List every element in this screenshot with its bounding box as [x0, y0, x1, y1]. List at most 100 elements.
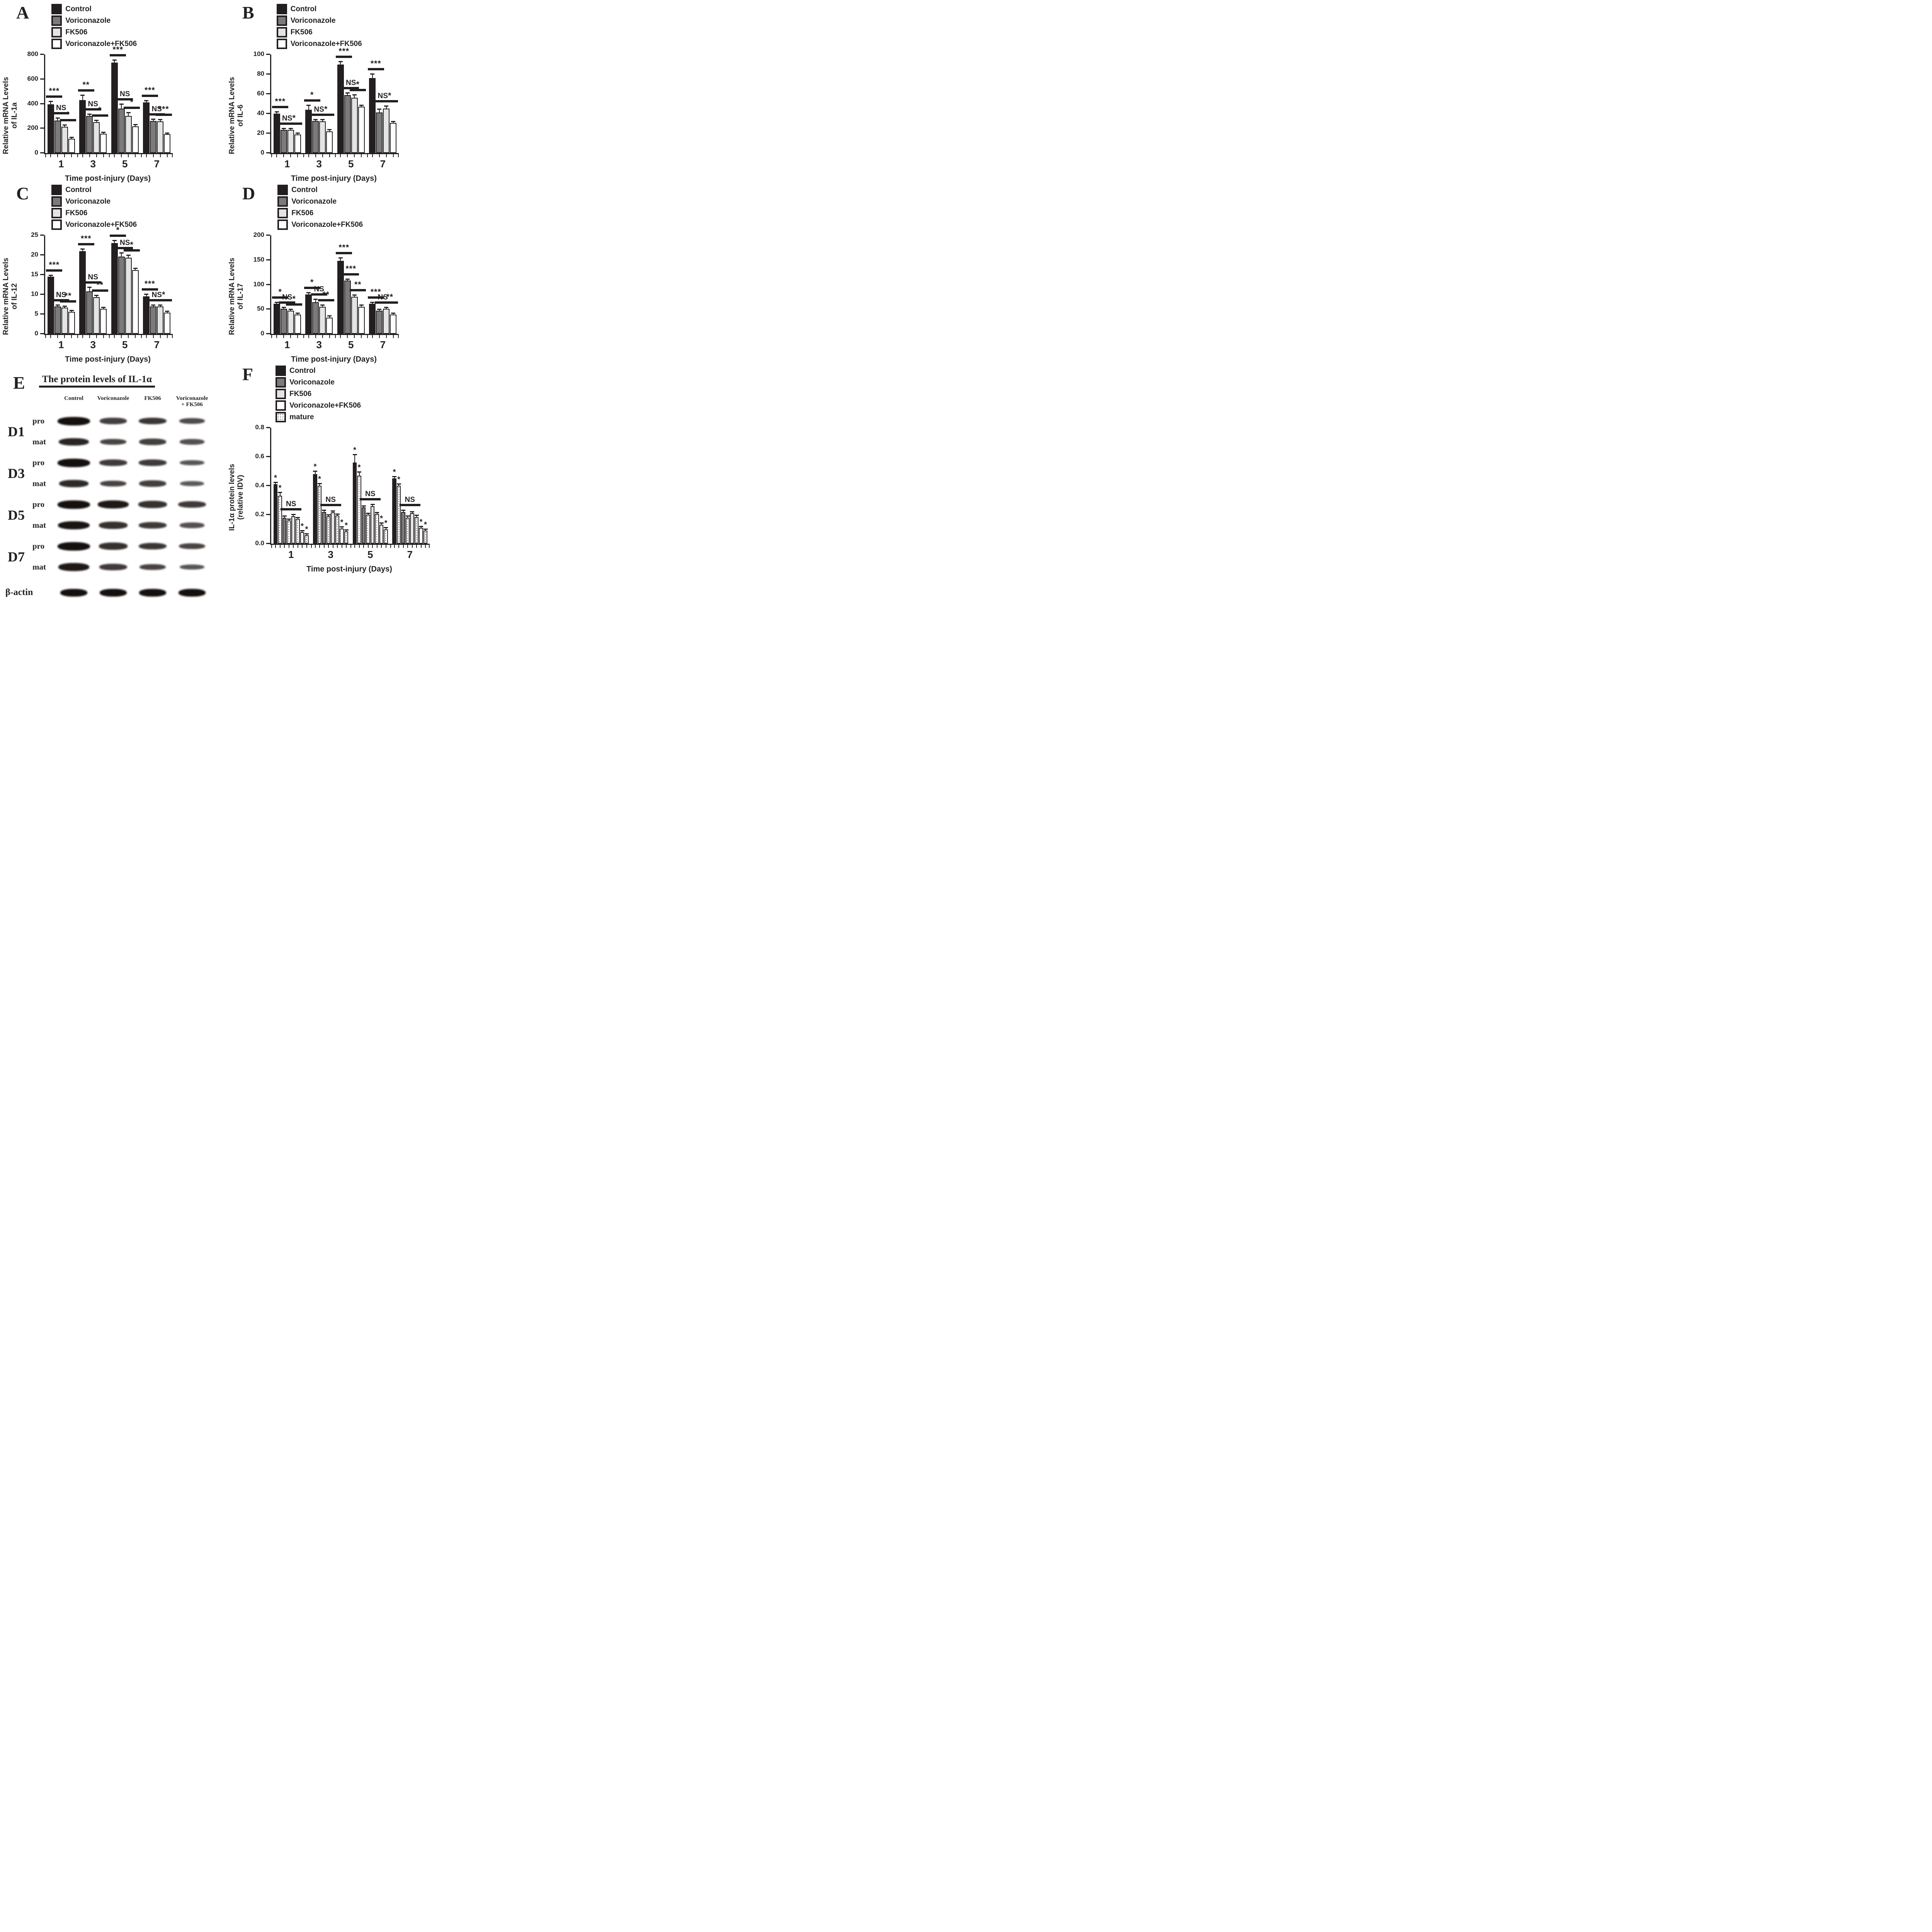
sig-bracket: NS [53, 104, 70, 114]
bar [100, 308, 107, 334]
error-bar [372, 303, 373, 304]
x-tick [361, 335, 362, 338]
x-tick [297, 335, 298, 338]
error-bar [279, 493, 281, 496]
x-tick [386, 154, 387, 157]
blot-day-block: D7 pro mat [5, 539, 228, 575]
x-tick [141, 154, 142, 157]
legend-swatch-icon [277, 196, 288, 207]
y-axis-title: Relative mRNA Levels of IL-17 [228, 235, 245, 357]
error-bar [121, 105, 122, 109]
error-bar-cap [291, 514, 296, 515]
blot-band-row: mat [32, 560, 228, 575]
sig-bracket: * [304, 91, 320, 102]
x-tick [141, 335, 142, 338]
blot-column-label-line: FK506 [144, 395, 161, 401]
x-tick [284, 545, 285, 548]
bar [61, 127, 68, 153]
x-tick [311, 545, 312, 548]
error-bar [386, 107, 387, 109]
error-bar [393, 122, 394, 123]
bar [143, 296, 150, 334]
error-bar-cap [126, 112, 131, 114]
error-bar-cap [352, 454, 357, 456]
chart: IL-1α protein levels (relative IDV) 0.0 0.2… [228, 423, 454, 574]
error-bar [412, 512, 413, 514]
blot-band-row: pro [32, 497, 228, 512]
error-bar [96, 296, 97, 298]
bar [305, 294, 312, 334]
error-bar [315, 300, 316, 303]
error-bar [361, 105, 362, 107]
x-category-label: 7 [380, 339, 386, 350]
bar [405, 517, 410, 544]
x-tick [146, 335, 147, 338]
error-bar [135, 269, 136, 270]
blot-band [99, 543, 128, 550]
x-tick [114, 335, 115, 338]
bar [313, 474, 317, 544]
legend-swatch-icon [51, 219, 62, 230]
bar [369, 78, 376, 153]
bar [369, 304, 376, 334]
bar [296, 519, 300, 544]
blot-title: The protein levels of IL-1α [39, 374, 155, 388]
bar [305, 109, 312, 153]
error-bar-cap [101, 306, 106, 308]
error-bar-cap [405, 515, 410, 517]
y-tick [266, 113, 270, 114]
x-tick [89, 154, 90, 157]
y-tick [266, 514, 270, 515]
legend-swatch-icon [277, 185, 288, 195]
bar [376, 311, 383, 334]
sig-star: * [419, 517, 423, 526]
legend-swatch-icon [51, 208, 62, 218]
sig-bracket: *** [78, 235, 94, 245]
x-category-label: 7 [154, 339, 160, 350]
blot-band [99, 459, 127, 466]
y-tick [40, 333, 44, 334]
y-axis-title: Relative mRNA Levels of IL-1a [2, 54, 19, 176]
x-tick [335, 335, 336, 338]
bar [294, 315, 301, 334]
plot-area: 0.0 0.2 0.4 0.6 0.8 * * * * * * * * * * * * * * * * NS NS NS NS 1… [255, 423, 430, 560]
sig-bracket: * [318, 105, 334, 116]
error-bar [293, 515, 294, 516]
blot-band-row: pro [32, 539, 228, 554]
blot-band [59, 438, 89, 446]
x-axis-title: Time post-injury (Days) [65, 355, 151, 364]
error-bar-cap [62, 305, 67, 307]
x-tick [363, 545, 364, 548]
legend-swatch-icon [277, 219, 288, 230]
x-tick [420, 545, 422, 548]
error-bar-cap [313, 119, 318, 120]
bar [376, 112, 383, 153]
bar [326, 131, 333, 153]
error-bar-cap [80, 94, 85, 96]
sig-bracket: NS [360, 490, 381, 500]
sig-bracket: *** [155, 105, 172, 116]
bar [358, 306, 365, 334]
y-tick-label: 100 [253, 50, 264, 58]
sig-bracket: * [60, 111, 77, 121]
y-tick-label: 0.2 [255, 510, 264, 518]
error-bar-cap [370, 301, 375, 303]
x-tick [302, 545, 303, 548]
error-bar-cap [359, 104, 364, 106]
sig-bracket: NS [85, 100, 101, 111]
error-bar [381, 524, 382, 525]
x-tick [367, 154, 368, 157]
bar [54, 306, 61, 334]
bar [273, 484, 278, 544]
bar [423, 531, 428, 544]
bar [47, 277, 54, 334]
x-tick [121, 335, 122, 338]
bar [401, 512, 405, 544]
x-category-label: 3 [328, 549, 333, 560]
blot-band [100, 439, 126, 445]
legend-item: FK506 [276, 389, 361, 399]
x-category-label: 3 [316, 339, 322, 350]
error-bar [372, 505, 373, 506]
sig-bracket: * [381, 92, 398, 103]
sig-bracket: NS [85, 274, 101, 284]
